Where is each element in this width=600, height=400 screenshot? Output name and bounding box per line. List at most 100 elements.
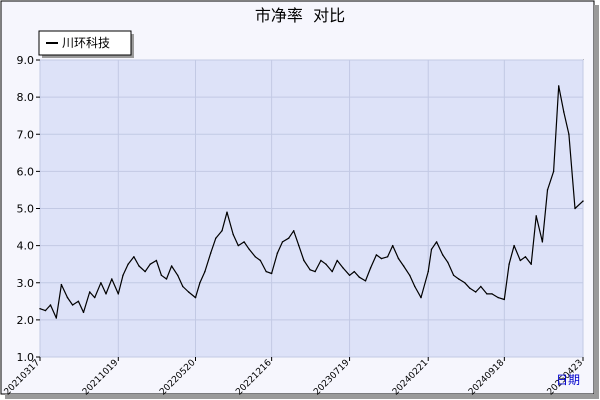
data-point [392,244,394,247]
data-point [177,274,179,276]
data-point [552,170,555,173]
data-point [336,259,338,262]
data-point [475,291,477,293]
data-point [375,254,378,256]
data-point [55,317,57,319]
data-point [138,265,140,267]
data-point [491,293,493,295]
data-point [369,267,372,269]
data-point [187,291,190,293]
data-point [105,293,107,295]
data-point [314,270,316,273]
data-point [122,274,124,276]
grid-layer [39,59,584,358]
data-point [170,265,173,267]
series-layer [39,85,584,319]
data-point [160,274,163,276]
data-point [117,293,120,295]
data-point [364,280,367,282]
data-point [563,111,565,113]
data-point [508,263,510,265]
y-tick-label: 2.0 [17,314,35,327]
data-point [144,270,146,273]
data-point [402,265,405,267]
data-point [298,244,300,247]
data-point [270,272,273,275]
data-point [320,259,322,262]
data-point [111,278,113,280]
data-point [348,274,351,276]
legend-label: 川环科技 [62,36,110,50]
data-point [582,200,584,202]
y-tick-label: 4.0 [17,240,35,253]
data-point [49,304,52,306]
data-point [397,257,400,260]
data-point [237,244,239,247]
data-point [442,254,444,256]
data-point [325,263,327,265]
chart-title: 市净率 对比 [255,6,345,25]
data-point [480,285,482,288]
data-point [254,256,256,258]
data-point [309,269,311,271]
y-tick-label: 3.0 [17,277,35,290]
data-point [568,133,570,135]
data-point [486,293,488,295]
data-point [458,278,460,280]
data-point [127,263,129,265]
data-point [546,189,549,191]
y-tick-label: 6.0 [17,165,35,178]
data-point [133,256,135,258]
data-point [100,282,102,284]
data-point [204,270,206,273]
y-tick-label: 1.0 [17,351,35,364]
data-point [182,285,184,288]
data-point [530,263,532,265]
data-point [243,241,245,243]
y-tick-label: 8.0 [17,91,35,104]
data-point [276,252,279,254]
data-point [248,248,250,250]
data-point [519,259,521,262]
data-point [353,270,355,273]
data-point [447,261,449,263]
data-point [82,311,85,314]
data-point [386,256,389,258]
data-point [574,207,576,210]
data-point [427,270,429,273]
data-point [94,296,96,299]
data-point [558,85,560,87]
data-point [259,259,262,262]
data-point [215,237,217,239]
data-point [281,241,284,243]
legend: 川环科技 [38,30,134,58]
data-point [452,274,455,276]
data-point [358,276,360,278]
data-point [71,304,74,306]
data-point [66,296,69,299]
data-point [535,215,537,217]
data-point [497,296,499,299]
data-point [265,270,267,273]
data-point [541,241,544,243]
data-point [303,259,305,262]
chart-panel-shadow-bottom [5,394,599,399]
data-point [226,211,228,213]
data-point [464,282,466,284]
data-point [331,270,333,273]
data-point [149,263,151,265]
data-point [199,282,201,284]
data-point [221,230,223,232]
data-point [232,233,234,236]
y-tick-label: 5.0 [17,203,35,216]
data-point [44,309,47,312]
data-point [194,296,197,299]
data-point [165,278,168,280]
data-point [430,248,433,250]
data-point [414,285,416,288]
data-point [39,308,41,310]
data-point [524,256,527,258]
data-point [420,296,422,299]
data-point [435,241,438,243]
